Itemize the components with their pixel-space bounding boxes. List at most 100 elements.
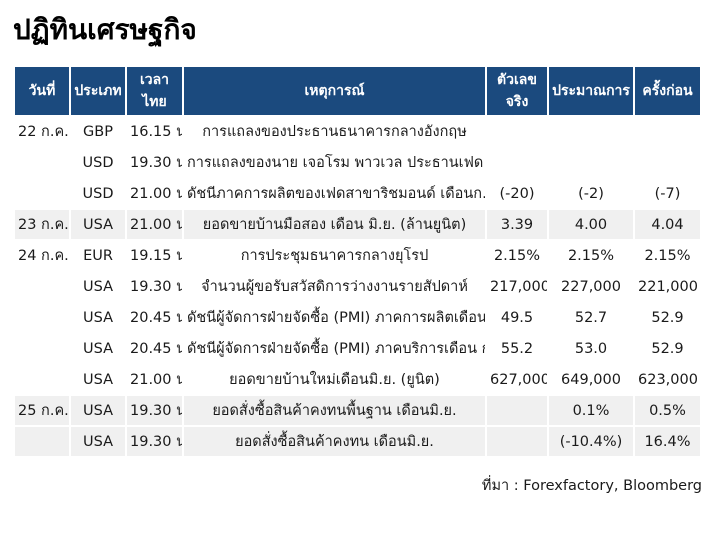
- cell-date: [15, 427, 69, 457]
- cell-time: 19.30 น.: [127, 427, 182, 457]
- header-event: เหตุการณ์: [184, 67, 485, 116]
- cell-actual: (-20): [487, 179, 547, 209]
- cell-type: USA: [71, 303, 125, 333]
- cell-type: USA: [71, 396, 125, 426]
- header-date: วันที่: [15, 67, 69, 116]
- cell-time: 21.00 น.: [127, 365, 182, 395]
- cell-forecast: 0.1%: [549, 396, 633, 426]
- cell-type: USA: [71, 365, 125, 395]
- cell-forecast: [549, 148, 633, 178]
- cell-forecast: 4.00: [549, 210, 633, 240]
- header-time: เวลาไทย: [127, 67, 182, 116]
- cell-event: การแถลงของประธานธนาคารกลางอังกฤษ: [184, 117, 485, 147]
- cell-event: การแถลงของนาย เจอโรม พาวเวล ประธานเฟด: [184, 148, 485, 178]
- cell-date: [15, 148, 69, 178]
- cell-previous: [635, 117, 700, 147]
- cell-actual: [487, 117, 547, 147]
- cell-previous: 52.9: [635, 334, 700, 364]
- cell-type: GBP: [71, 117, 125, 147]
- page-title: ปฏิทินเศรษฐกิจ: [13, 13, 197, 46]
- source-note: ที่มา : Forexfactory, Bloomberg: [481, 478, 702, 495]
- cell-forecast: 2.15%: [549, 241, 633, 271]
- cell-time: 20.45 น.: [127, 303, 182, 333]
- cell-time: 19.30 น.: [127, 396, 182, 426]
- cell-date: [15, 272, 69, 302]
- cell-forecast: (-10.4%): [549, 427, 633, 457]
- cell-previous: [635, 148, 700, 178]
- cell-actual: 2.15%: [487, 241, 547, 271]
- cell-time: 19.15 น.: [127, 241, 182, 271]
- cell-type: USD: [71, 148, 125, 178]
- cell-event: ดัชนีภาคการผลิตของเฟดสาขาริชมอนด์ เดือนก…: [184, 179, 485, 209]
- header-actual: ตัวเลขจริง: [487, 67, 547, 116]
- cell-event: ยอดสั่งซื้อสินค้าคงทนพื้นฐาน เดือนมิ.ย.: [184, 396, 485, 426]
- cell-date: 24 ก.ค.: [15, 241, 69, 271]
- cell-date: [15, 179, 69, 209]
- cell-forecast: 53.0: [549, 334, 633, 364]
- header-row: วันที่ ประเภท เวลาไทย เหตุการณ์ ตัวเลขจร…: [15, 67, 700, 116]
- cell-actual: [487, 148, 547, 178]
- cell-previous: 2.15%: [635, 241, 700, 271]
- cell-actual: [487, 427, 547, 457]
- cell-actual: 627,000: [487, 365, 547, 395]
- cell-actual: 49.5: [487, 303, 547, 333]
- cell-previous: 52.9: [635, 303, 700, 333]
- cell-date: 22 ก.ค.: [15, 117, 69, 147]
- cell-previous: (-7): [635, 179, 700, 209]
- cell-date: 25 ก.ค.: [15, 396, 69, 426]
- cell-actual: 3.39: [487, 210, 547, 240]
- header-forecast: ประมาณการ: [549, 67, 633, 116]
- cell-date: [15, 334, 69, 364]
- cell-forecast: 649,000: [549, 365, 633, 395]
- header-type: ประเภท: [71, 67, 125, 116]
- cell-type: USA: [71, 427, 125, 457]
- cell-event: จำนวนผู้ขอรับสวัสดิการว่างงานรายสัปดาห์: [184, 272, 485, 302]
- cell-event: การประชุมธนาคารกลางยุโรป: [184, 241, 485, 271]
- cell-actual: 217,000: [487, 272, 547, 302]
- cell-type: USA: [71, 334, 125, 364]
- cell-time: 21.00 น.: [127, 210, 182, 240]
- cell-date: [15, 303, 69, 333]
- cell-time: 16.15 น.: [127, 117, 182, 147]
- cell-previous: 221,000: [635, 272, 700, 302]
- cell-forecast: 52.7: [549, 303, 633, 333]
- cell-type: EUR: [71, 241, 125, 271]
- cell-time: 19.30 น.: [127, 148, 182, 178]
- cell-event: ยอดขายบ้านใหม่เดือนมิ.ย. (ยูนิต): [184, 365, 485, 395]
- cell-time: 21.00 น.: [127, 179, 182, 209]
- cell-previous: 0.5%: [635, 396, 700, 426]
- cell-previous: 623,000: [635, 365, 700, 395]
- cell-time: 19.30 น.: [127, 272, 182, 302]
- economic-calendar-table: วันที่ ประเภท เวลาไทย เหตุการณ์ ตัวเลขจร…: [13, 65, 702, 458]
- economic-calendar-page: ปฏิทินเศรษฐกิจ วันที่ ประเภท เวลาไทย เหต…: [0, 12, 722, 539]
- cell-date: 23 ก.ค.: [15, 210, 69, 240]
- cell-event: ยอดขายบ้านมือสอง เดือน มิ.ย. (ล้านยูนิต): [184, 210, 485, 240]
- cell-date: [15, 365, 69, 395]
- cell-type: USD: [71, 179, 125, 209]
- table-header: วันที่ ประเภท เวลาไทย เหตุการณ์ ตัวเลขจร…: [15, 67, 700, 116]
- cell-previous: 4.04: [635, 210, 700, 240]
- cell-event: ดัชนีผู้จัดการฝ่ายจัดซื้อ (PMI) ภาคการผล…: [184, 303, 485, 333]
- cell-forecast: 227,000: [549, 272, 633, 302]
- header-previous: ครั้งก่อน: [635, 67, 700, 116]
- cell-event: ดัชนีผู้จัดการฝ่ายจัดซื้อ (PMI) ภาคบริกา…: [184, 334, 485, 364]
- cell-actual: [487, 396, 547, 426]
- cell-time: 20.45 น.: [127, 334, 182, 364]
- cell-actual: 55.2: [487, 334, 547, 364]
- cell-forecast: [549, 117, 633, 147]
- cell-event: ยอดสั่งซื้อสินค้าคงทน เดือนมิ.ย.: [184, 427, 485, 457]
- cell-previous: 16.4%: [635, 427, 700, 457]
- cell-type: USA: [71, 210, 125, 240]
